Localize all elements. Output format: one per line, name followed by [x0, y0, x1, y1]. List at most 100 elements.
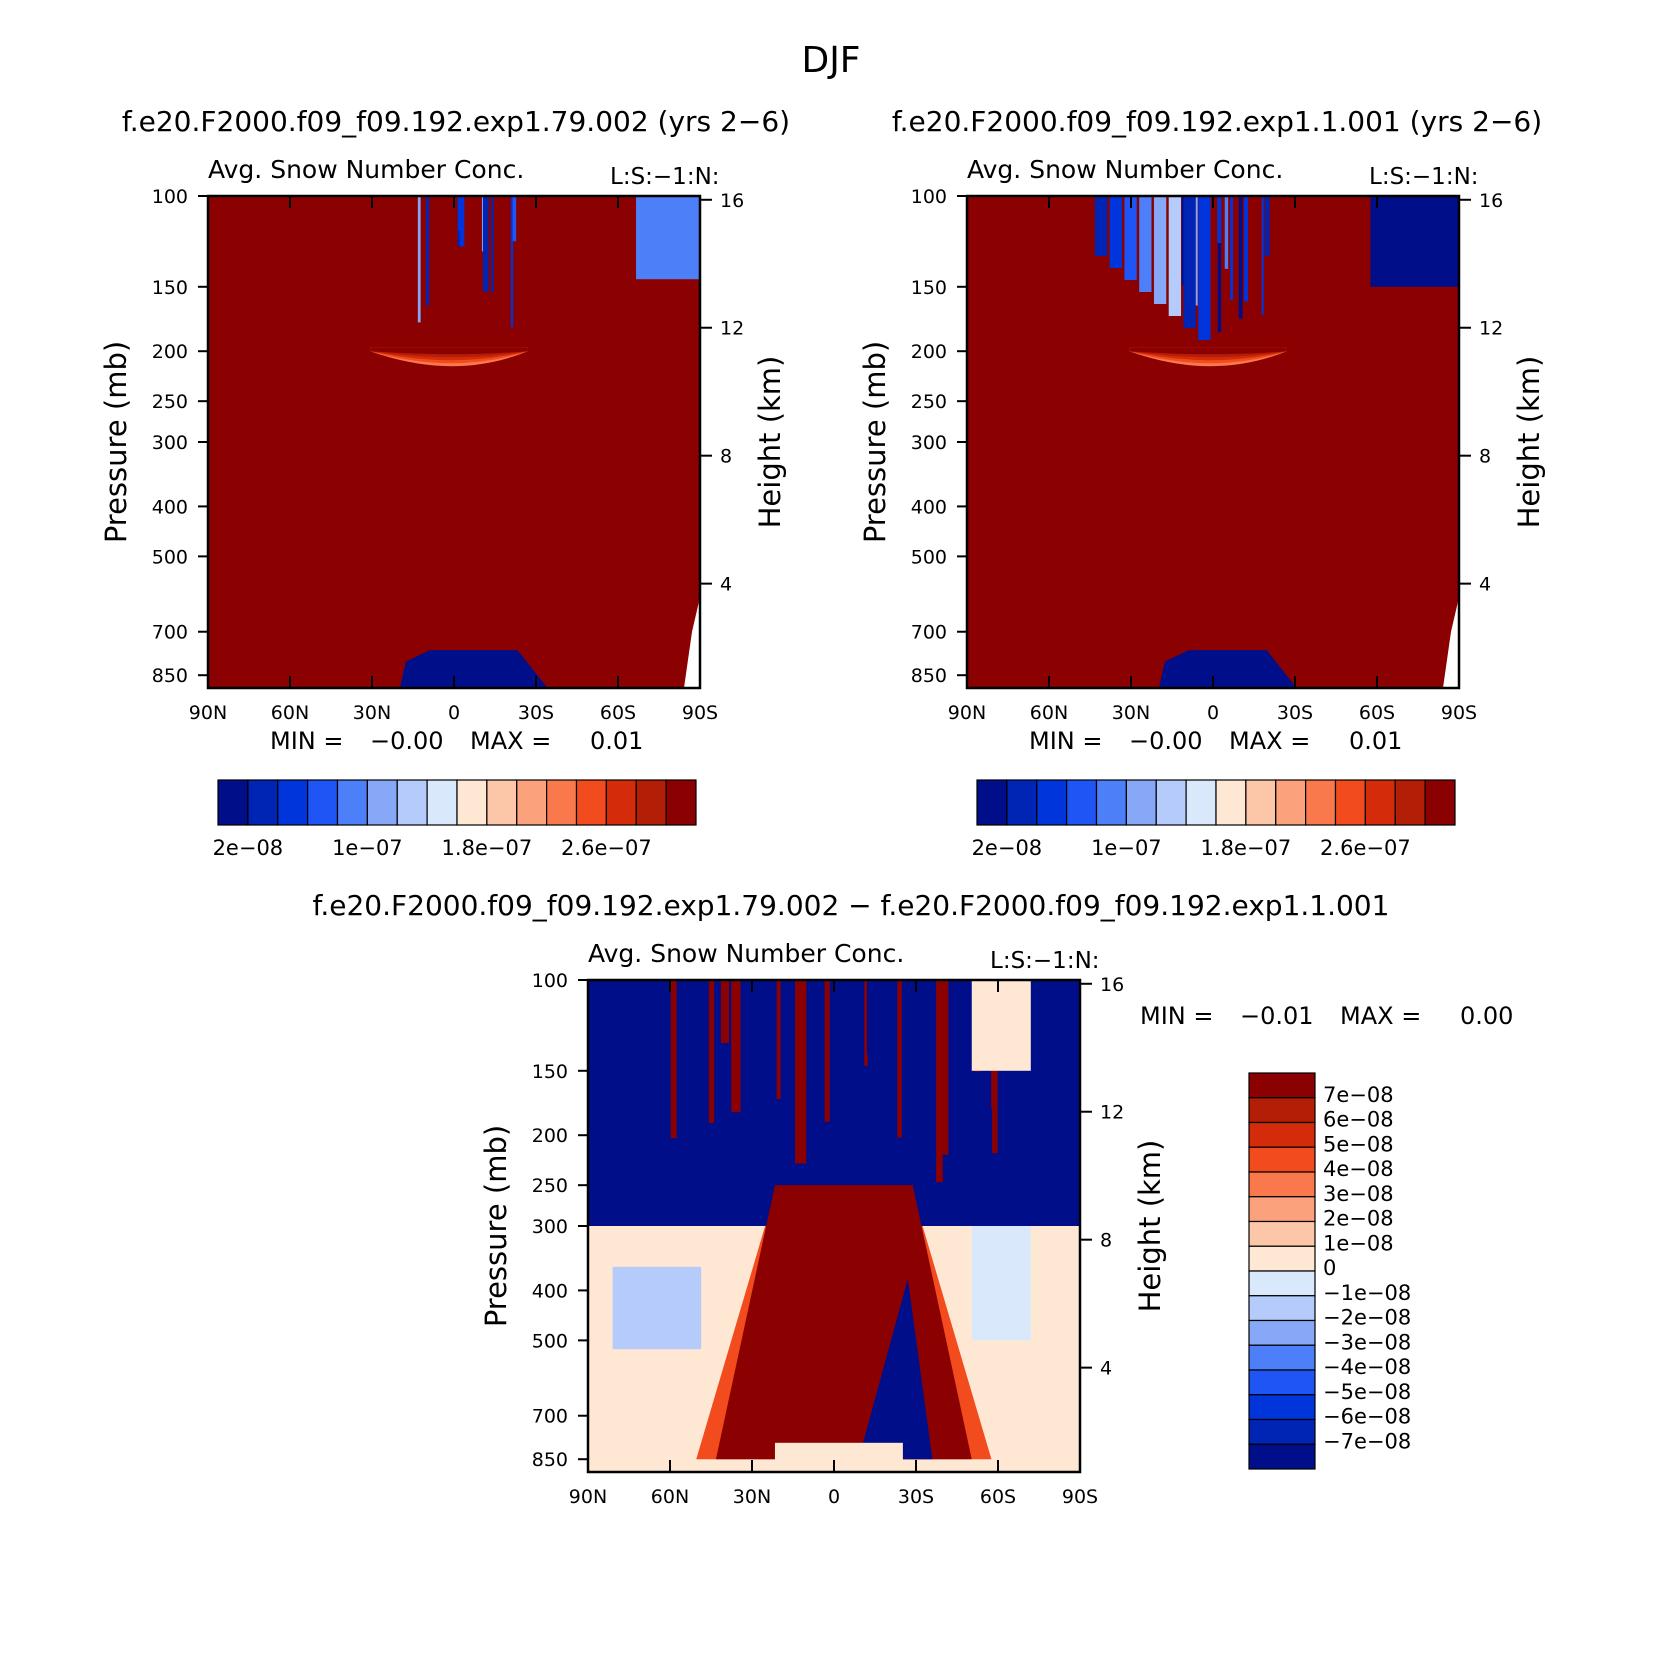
colorbar-tick-label: 0 — [1323, 1256, 1336, 1280]
colorbar-swatch — [1095, 779, 1127, 826]
upper-blue-layer — [1168, 196, 1182, 316]
y-tick-label: 850 — [911, 665, 947, 687]
upper-streak — [512, 196, 517, 242]
y-tick-label: 300 — [532, 1216, 568, 1238]
y-tick-label: 850 — [152, 665, 188, 687]
y-tick-label: 250 — [911, 391, 947, 413]
colorbar-tick-label: 4e−08 — [1323, 1157, 1394, 1181]
colorbar-swatch — [635, 779, 667, 826]
y-tick-label: 100 — [152, 186, 188, 208]
x-tick-label: 30N — [353, 702, 391, 724]
y-tick-label: 100 — [911, 186, 947, 208]
max-label: MAX = — [1229, 727, 1310, 755]
y-axis-label: Pressure (mb) — [99, 341, 133, 543]
y-axis-right-label: Height (km) — [1512, 356, 1546, 529]
upper-blue-layer — [1094, 196, 1108, 256]
missing-data-region — [684, 597, 700, 688]
x-tick-label: 60N — [1030, 702, 1068, 724]
x-tick-label: 60S — [980, 1486, 1016, 1508]
upper-streak — [864, 980, 868, 1066]
colorbar-swatch — [1424, 779, 1456, 826]
colorbar-tick-label: 7e−08 — [1323, 1083, 1394, 1107]
colorbar-swatch — [1364, 779, 1396, 826]
colorbar-swatch — [1215, 779, 1247, 826]
colorbar-swatch — [1125, 779, 1157, 826]
plot-title: Avg. Snow Number Conc. — [208, 155, 524, 184]
y-right-tick-label: 4 — [720, 574, 732, 596]
colorbar: 2e−08 1e−07 1.8e−07 2.6e−07 — [213, 779, 697, 860]
y-right-tick-label: 16 — [720, 190, 744, 212]
x-tick-label: 30S — [898, 1486, 934, 1508]
min-label: MIN = — [270, 727, 343, 755]
contour-field — [208, 196, 700, 688]
colorbar-tick-label: −3e−08 — [1323, 1330, 1411, 1354]
colorbar-swatch — [1248, 1295, 1316, 1322]
y-axis-label: Pressure (mb) — [479, 1125, 513, 1327]
upper-blue-layer — [1109, 196, 1122, 268]
colorbar-swatch — [1334, 779, 1366, 826]
x-tick-label: 60N — [271, 702, 309, 724]
upper-streak — [936, 980, 943, 1183]
units-label: L:S:−1:N: — [1369, 164, 1479, 190]
y-right-tick-label: 16 — [1100, 974, 1124, 996]
colorbar: 7e−086e−085e−084e−083e−082e−081e−080−1e−… — [1248, 1072, 1411, 1470]
colorbar-swatch — [1248, 1171, 1316, 1198]
y-tick-label: 300 — [152, 432, 188, 454]
negative-light-region — [971, 1226, 1031, 1341]
colorbar-tick-label: 2.6e−07 — [1320, 836, 1411, 860]
upper-streak — [824, 980, 830, 1122]
upper-streak — [1230, 196, 1234, 301]
colorbar-tick-label: 1.8e−07 — [1201, 836, 1292, 860]
y-tick-label: 700 — [152, 622, 188, 644]
upper-streak — [1217, 196, 1222, 333]
x-tick-label: 90S — [1062, 1486, 1098, 1508]
upper-blue-layer — [1183, 196, 1196, 328]
colorbar-swatch — [1248, 1097, 1316, 1124]
colorbar-swatch — [217, 779, 249, 826]
y-tick-label: 300 — [911, 432, 947, 454]
x-tick-label: 30N — [1112, 702, 1150, 724]
colorbar-swatch — [1248, 1220, 1316, 1247]
upper-streak — [510, 196, 514, 328]
y-tick-label: 400 — [532, 1280, 568, 1302]
x-tick-label: 60S — [600, 702, 636, 724]
plot-title: Avg. Snow Number Conc. — [588, 939, 904, 968]
colorbar: 2e−08 1e−07 1.8e−07 2.6e−07 — [972, 779, 1456, 860]
x-tick-label: 90N — [189, 702, 227, 724]
y-right-tick-label: 4 — [1479, 574, 1491, 596]
upper-streak — [1261, 196, 1264, 316]
upper-streak — [482, 196, 489, 292]
y-tick-label: 500 — [532, 1330, 568, 1352]
contour-field — [967, 196, 1459, 688]
upper-blue-layer — [1124, 196, 1137, 280]
upper-streak — [1264, 196, 1270, 257]
colorbar-swatch — [307, 779, 339, 826]
y-tick-label: 200 — [152, 341, 188, 363]
upper-streak — [750, 980, 760, 1067]
upper-streak — [425, 196, 430, 306]
y-tick-label: 250 — [532, 1175, 568, 1197]
colorbar-swatch — [247, 779, 279, 826]
y-right-tick-label: 8 — [1100, 1230, 1112, 1252]
upper-streak — [670, 980, 677, 1139]
upper-streak — [926, 980, 931, 1117]
x-tick-label: 90N — [948, 702, 986, 724]
case-title: f.e20.F2000.f09_f09.192.exp1.79.002 − f.… — [313, 889, 1390, 922]
upper-streak — [491, 196, 494, 293]
upper-blue-layer — [1139, 196, 1152, 292]
y-right-tick-label: 12 — [1100, 1102, 1124, 1124]
y-axis-label: Pressure (mb) — [858, 341, 892, 543]
negative-plume-region — [858, 1278, 933, 1460]
colorbar-tick-label: 5e−08 — [1323, 1132, 1394, 1156]
surface-blue-region — [399, 650, 548, 688]
x-tick-label: 30N — [733, 1486, 771, 1508]
x-tick-label: 60S — [1359, 702, 1395, 724]
colorbar-swatch — [1006, 779, 1038, 826]
colorbar-tick-label: 3e−08 — [1323, 1182, 1394, 1206]
polar-cap-region — [1370, 196, 1459, 287]
colorbar-tick-label: −6e−08 — [1323, 1405, 1411, 1429]
colorbar-swatch — [1248, 1369, 1316, 1396]
near-zero-upper-region — [971, 980, 1031, 1071]
page-title: DJF — [801, 40, 860, 81]
